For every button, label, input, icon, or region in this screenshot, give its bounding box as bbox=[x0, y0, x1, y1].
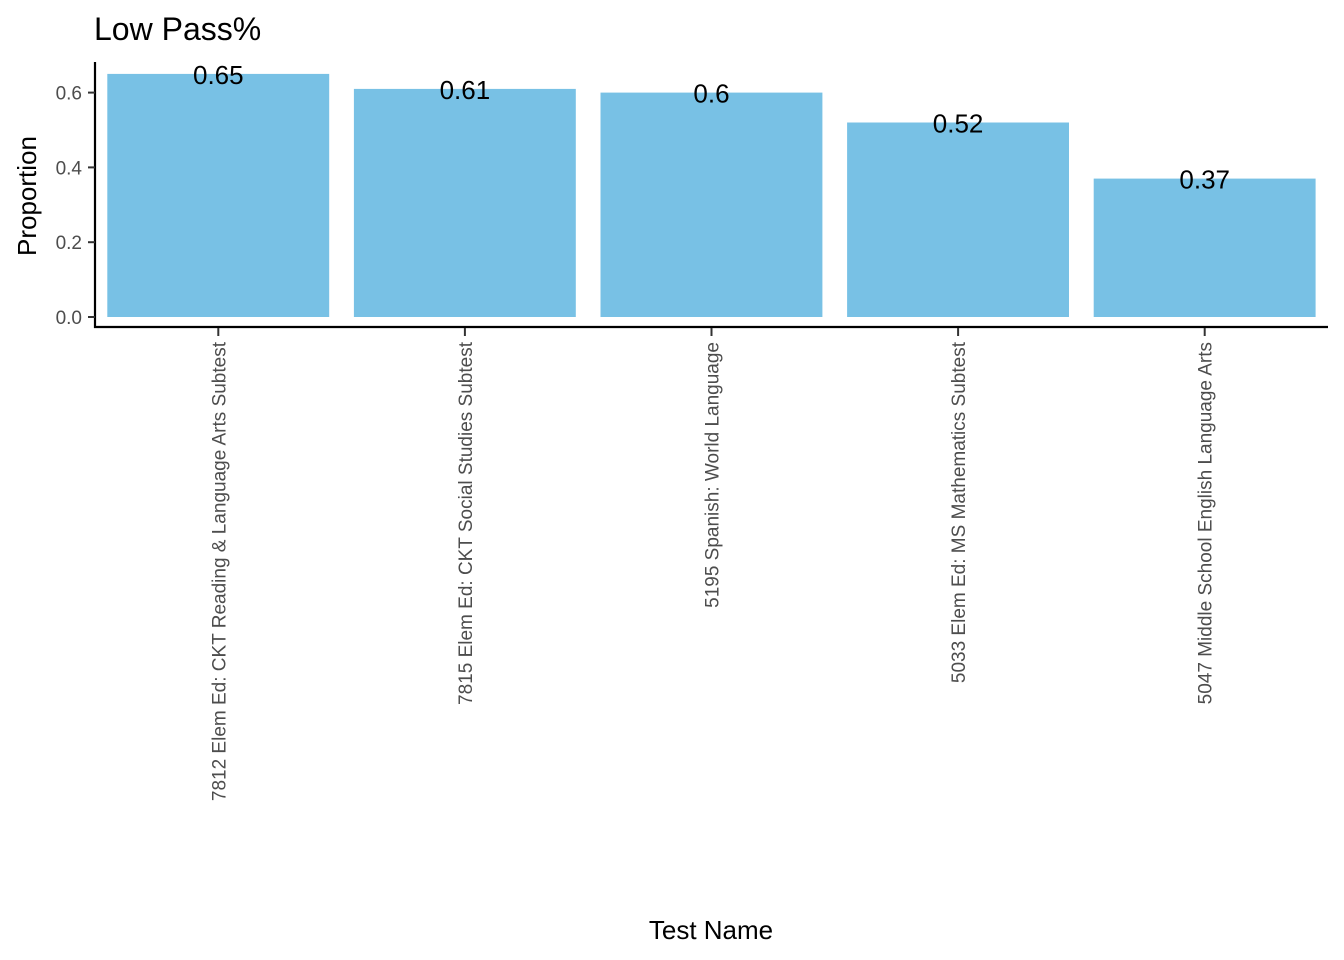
y-tick-label-3: 0.4 bbox=[56, 158, 83, 179]
bar-5 bbox=[1093, 178, 1316, 317]
y-axis-title: Proportion bbox=[12, 136, 42, 256]
y-axis: 0.0 0.2 0.4 0.6 bbox=[56, 62, 97, 329]
x-tick-label-2: 7815 Elem Ed: CKT Social Studies Subtest bbox=[456, 341, 477, 705]
bar-3 bbox=[600, 92, 823, 317]
data-label-5: 0.37 bbox=[1179, 165, 1230, 195]
data-label-1: 0.65 bbox=[193, 60, 244, 90]
data-labels-group: 0.65 0.61 0.6 0.52 0.37 bbox=[193, 60, 1230, 195]
y-tick-label-1: 0.0 bbox=[56, 308, 82, 329]
x-axis-title: Test Name bbox=[649, 915, 773, 945]
data-label-4: 0.52 bbox=[933, 109, 984, 139]
x-tick-label-5: 5047 Middle School English Language Arts bbox=[1196, 342, 1217, 704]
x-tick-label-1: 7812 Elem Ed: CKT Reading & Language Art… bbox=[209, 341, 230, 801]
bar-4 bbox=[847, 122, 1069, 317]
chart-title: Low Pass% bbox=[94, 11, 261, 47]
y-tick-label-2: 0.2 bbox=[56, 233, 82, 254]
x-tick-label-4: 5033 Elem Ed: MS Mathematics Subtest bbox=[949, 341, 970, 683]
bar-2 bbox=[353, 88, 576, 318]
data-label-3: 0.6 bbox=[693, 79, 729, 109]
y-tick-label-4: 0.6 bbox=[56, 84, 82, 105]
bars-group bbox=[107, 73, 1316, 318]
bar-1 bbox=[107, 73, 330, 318]
data-label-2: 0.61 bbox=[440, 75, 491, 105]
x-axis: 7812 Elem Ed: CKT Reading & Language Art… bbox=[94, 325, 1328, 801]
x-tick-label-3: 5195 Spanish: World Language bbox=[703, 342, 724, 608]
